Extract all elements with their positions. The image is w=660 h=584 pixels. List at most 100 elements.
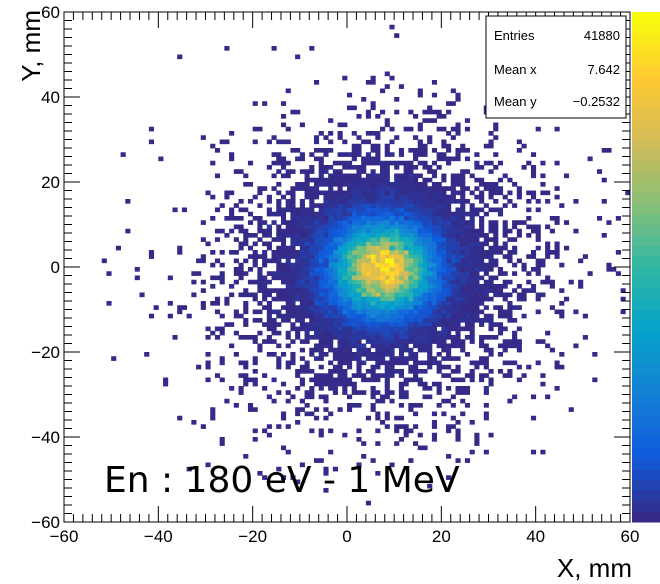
heatmap-cell [398,228,404,234]
heatmap-cell [464,245,471,251]
heatmap-cell [375,390,381,395]
heatmap-cell [563,245,570,251]
heatmap-cell [299,156,305,162]
heatmap-cell [238,335,244,340]
heatmap-cell [408,190,414,196]
heatmap-cell [563,220,570,225]
heatmap-cell [337,211,343,217]
heatmap-cell [163,377,169,383]
heatmap-cell [361,237,367,242]
heatmap-cell [483,211,489,217]
heatmap-cell [422,241,428,247]
heatmap-cell [323,199,329,204]
heatmap-cell [469,228,475,234]
heatmap-cell [365,330,371,336]
heatmap-cell [290,186,296,191]
heatmap-cell [441,322,447,327]
heatmap-cell [214,296,221,302]
heatmap-cell [455,339,461,344]
heatmap-cell [408,305,414,310]
heatmap-cell [413,373,419,378]
heatmap-cell [380,186,386,191]
heatmap-cell [446,398,452,404]
heatmap-cell [351,284,357,289]
palette-step [632,267,660,279]
heatmap-cell [347,394,353,400]
heatmap-cell [243,305,249,310]
heatmap-cell [483,296,489,302]
heatmap-cell [271,46,277,51]
heatmap-cell [455,275,461,281]
heatmap-cell [474,165,480,170]
heatmap-cell [351,288,357,293]
heatmap-cell [375,186,381,191]
heatmap-cell [295,305,301,310]
heatmap-cell [370,279,376,285]
heatmap-cell [469,271,475,276]
heatmap-cell [493,135,499,140]
heatmap-cell [450,126,456,132]
heatmap-cell [403,313,409,319]
heatmap-cell [285,203,291,208]
heatmap-cell [318,386,324,391]
heatmap-cell [280,305,287,310]
heatmap-cell [436,305,442,310]
heatmap-cell [431,211,438,217]
heatmap-cell [398,271,404,276]
heatmap-cell [431,207,438,213]
heatmap-cell [337,228,343,234]
heatmap-cell [488,347,494,353]
heatmap-cell [488,296,494,302]
heatmap-cell [394,271,400,276]
heatmap-cell [266,339,272,344]
heatmap-cell [493,284,499,289]
heatmap-cell [280,160,287,166]
heatmap-cell [318,458,324,463]
heatmap-cell [290,190,296,196]
heatmap-cell [431,437,438,442]
heatmap-cell [535,296,541,302]
heatmap-cell [460,398,466,404]
heatmap-cell [304,313,310,319]
heatmap-cell [431,160,438,166]
heatmap-cell [280,267,287,272]
heatmap-cell [290,250,296,255]
heatmap-cell [530,267,537,272]
heatmap-cell [370,343,376,349]
heatmap-cell [309,394,315,400]
heatmap-cell [394,241,400,247]
heatmap-cell [370,143,376,149]
heatmap-cell [210,330,216,336]
heatmap-cell [389,271,395,276]
heatmap-cell [413,199,419,204]
heatmap-cell [205,377,211,383]
heatmap-cell [563,296,570,302]
heatmap-cell [295,318,301,323]
heatmap-cell [460,211,466,217]
heatmap-cell [417,182,423,187]
heatmap-cell [446,352,452,357]
heatmap-cell [413,258,419,264]
heatmap-cell [380,275,386,281]
heatmap-cell [436,360,442,366]
heatmap-cell [361,169,367,174]
heatmap-cell [460,296,466,302]
heatmap-cell [394,237,400,242]
heatmap-cell [332,369,338,374]
heatmap-cell [380,194,386,200]
heatmap-cell [370,288,376,293]
heatmap-cell [479,190,485,196]
heatmap-cell [370,403,376,408]
heatmap-cell [446,296,452,302]
heatmap-cell [247,233,254,238]
heatmap-cell [295,182,301,187]
heatmap-cell [450,258,456,264]
heatmap-cell [309,305,315,310]
heatmap-cell [328,275,334,281]
heatmap-cell [384,301,390,306]
heatmap-cell [219,360,225,366]
heatmap-cell [309,169,315,174]
heatmap-cell [384,275,390,281]
heatmap-cell [313,292,320,298]
heatmap-cell [299,262,305,268]
